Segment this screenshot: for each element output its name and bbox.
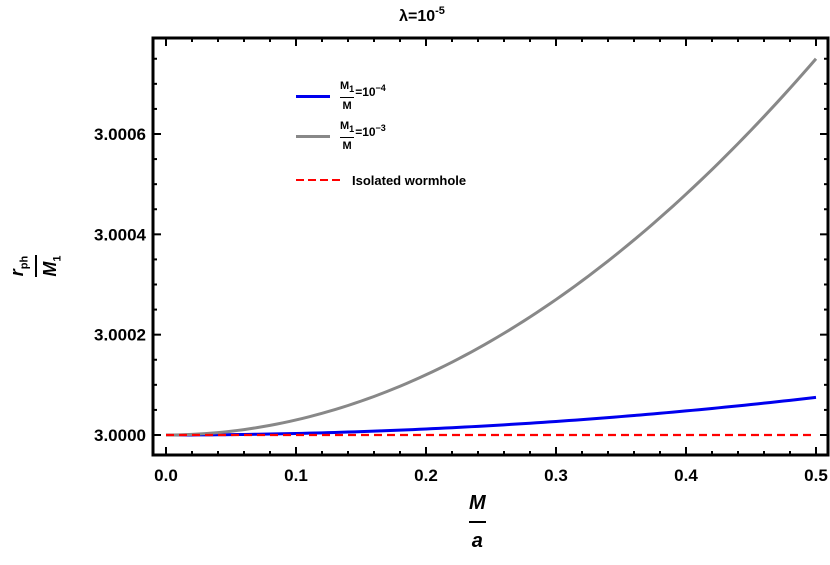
y-tick-label: 3.0000 (94, 426, 146, 445)
series-line-0 (165, 395, 817, 437)
title-exponent: -5 (435, 5, 445, 17)
x-tick-label: 0.1 (284, 466, 308, 485)
legend: M1 M =10−4 M1 M =10−3 Isolated wormhole (296, 76, 466, 200)
y-axis-label: rph M1 (7, 255, 64, 277)
legend-swatch-red-dashed (296, 178, 342, 182)
x-tick-label: 0.0 (154, 466, 178, 485)
y-tick-label: 3.0002 (94, 326, 146, 345)
legend-label: Isolated wormhole (352, 172, 467, 188)
x-tick-label: 0.3 (544, 466, 568, 485)
x-tick-label: 0.2 (414, 466, 438, 485)
plot-frame (151, 36, 830, 457)
legend-swatch-blue (296, 94, 330, 98)
x-tick-label: 0.5 (804, 466, 828, 485)
legend-swatch-gray (296, 134, 330, 138)
legend-item-isolated-wormhole: Isolated wormhole (296, 160, 466, 200)
title-base: λ=10 (399, 8, 436, 26)
x-tick-label: 0.4 (674, 466, 698, 485)
y-tick-label: 3.0004 (94, 225, 147, 244)
y-tick-label: 3.0006 (94, 125, 146, 144)
series-line-1 (165, 57, 818, 437)
x-axis-label: M a (469, 492, 486, 552)
legend-item-m1-1e-4: M1 M =10−4 (296, 76, 466, 116)
legend-item-m1-1e-3: M1 M =10−3 (296, 116, 466, 156)
chart-title: λ=10-5 (0, 5, 830, 26)
